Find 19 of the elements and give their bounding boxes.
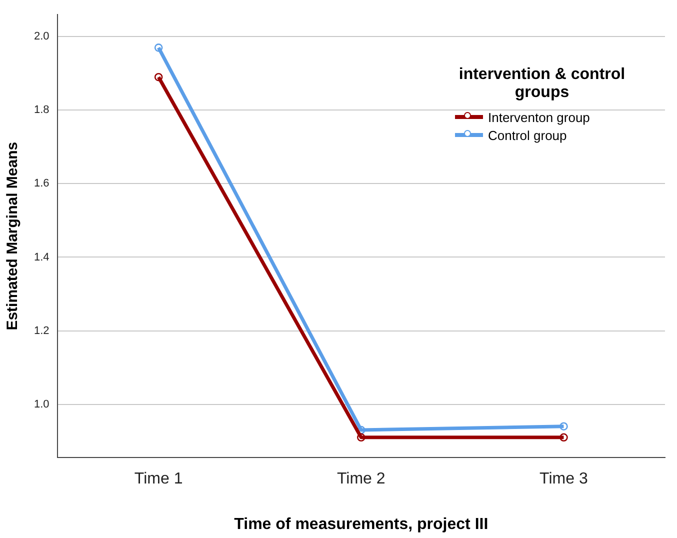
x-axis-title: Time of measurements, project III	[234, 516, 488, 533]
legend-title: intervention & control groups	[458, 66, 626, 102]
x-tick-label: Time 1	[134, 470, 183, 488]
point	[154, 72, 163, 82]
y-tick-label: 2.0	[34, 30, 50, 43]
point	[154, 44, 163, 52]
x-tick-label: Time 3	[540, 470, 588, 488]
x-tick-label: Time 2	[336, 470, 386, 488]
y-tick-label: 1.4	[34, 251, 50, 264]
y-tick-label: 1.6	[34, 178, 50, 190]
y-tick-label: 1.0	[34, 398, 50, 410]
legend-label: Control group	[488, 128, 567, 142]
y-tick-label: 1.2	[34, 324, 50, 337]
point	[560, 433, 568, 442]
y-tick-label: 1.8	[34, 104, 50, 116]
y-axis-title: Estimated Marginal Means	[4, 142, 22, 330]
legend-label: Interventon group	[488, 110, 590, 124]
point	[356, 433, 366, 442]
point	[560, 422, 568, 430]
